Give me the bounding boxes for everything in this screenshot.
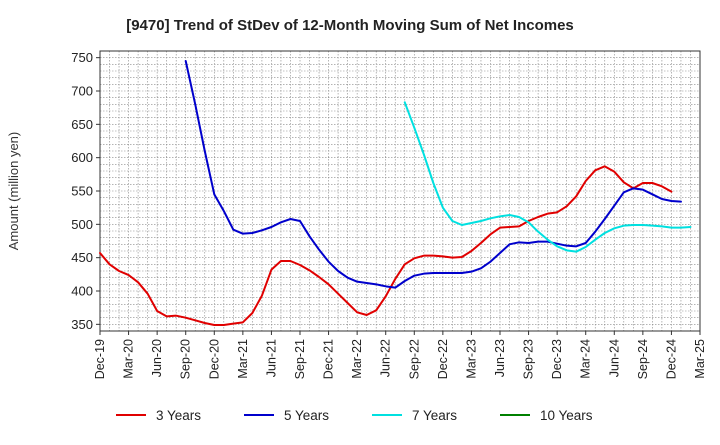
legend-label: 5 Years xyxy=(284,408,329,423)
x-tick-label: Jun-22 xyxy=(379,339,393,377)
y-tick-label: 550 xyxy=(71,184,93,199)
x-tick-label: Dec-23 xyxy=(550,339,564,379)
x-tick-label: Mar-24 xyxy=(579,339,593,379)
y-tick-label: 650 xyxy=(71,117,93,132)
x-tick-label: Sep-23 xyxy=(522,339,536,379)
y-tick-label: 750 xyxy=(71,50,93,65)
x-tick-label: Mar-23 xyxy=(464,339,478,379)
legend: 3 Years 5 Years 7 Years 10 Years xyxy=(116,408,593,423)
x-tick-label: Mar-21 xyxy=(236,339,250,379)
x-tick-label: Jun-21 xyxy=(264,339,278,377)
y-tick-label: 400 xyxy=(71,284,93,299)
legend-label: 10 Years xyxy=(540,408,593,423)
x-tick-label: Mar-22 xyxy=(350,339,364,379)
plot-area: 350 400 450 500 550 600 650 700 750 Dec-19 Mar-20 J… xyxy=(71,50,707,379)
x-tick-label: Dec-19 xyxy=(93,339,107,379)
series-line xyxy=(99,165,673,326)
y-tick-label: 500 xyxy=(71,217,93,232)
x-tick-label: Jun-24 xyxy=(607,339,621,377)
chart-title: [9470] Trend of StDev of 12-Month Moving… xyxy=(126,17,574,34)
x-tick-label: Jun-23 xyxy=(493,339,507,377)
x-tick-label: Dec-21 xyxy=(322,339,336,379)
x-tick-label: Dec-22 xyxy=(436,339,450,379)
x-tick-label: Sep-21 xyxy=(293,339,307,379)
x-tick-label: Sep-20 xyxy=(179,339,193,379)
x-tick-label: Sep-22 xyxy=(407,339,421,379)
x-tick-label: Dec-20 xyxy=(207,339,221,379)
y-axis-label: Amount (million yen) xyxy=(6,132,21,251)
x-tick-label: Dec-24 xyxy=(664,339,678,379)
y-tick-label: 600 xyxy=(71,150,93,165)
legend-label: 7 Years xyxy=(412,408,457,423)
y-tick-label: 450 xyxy=(71,250,93,265)
series-line xyxy=(184,60,682,289)
y-tick-label: 350 xyxy=(71,317,93,332)
y-tick-label: 700 xyxy=(71,84,93,99)
x-tick-label: Mar-20 xyxy=(122,339,136,379)
legend-label: 3 Years xyxy=(156,408,201,423)
x-tick-label: Mar-25 xyxy=(693,339,707,379)
x-tick-label: Jun-20 xyxy=(150,339,164,377)
x-tick-label: Sep-24 xyxy=(636,339,650,379)
series-line xyxy=(403,101,692,253)
